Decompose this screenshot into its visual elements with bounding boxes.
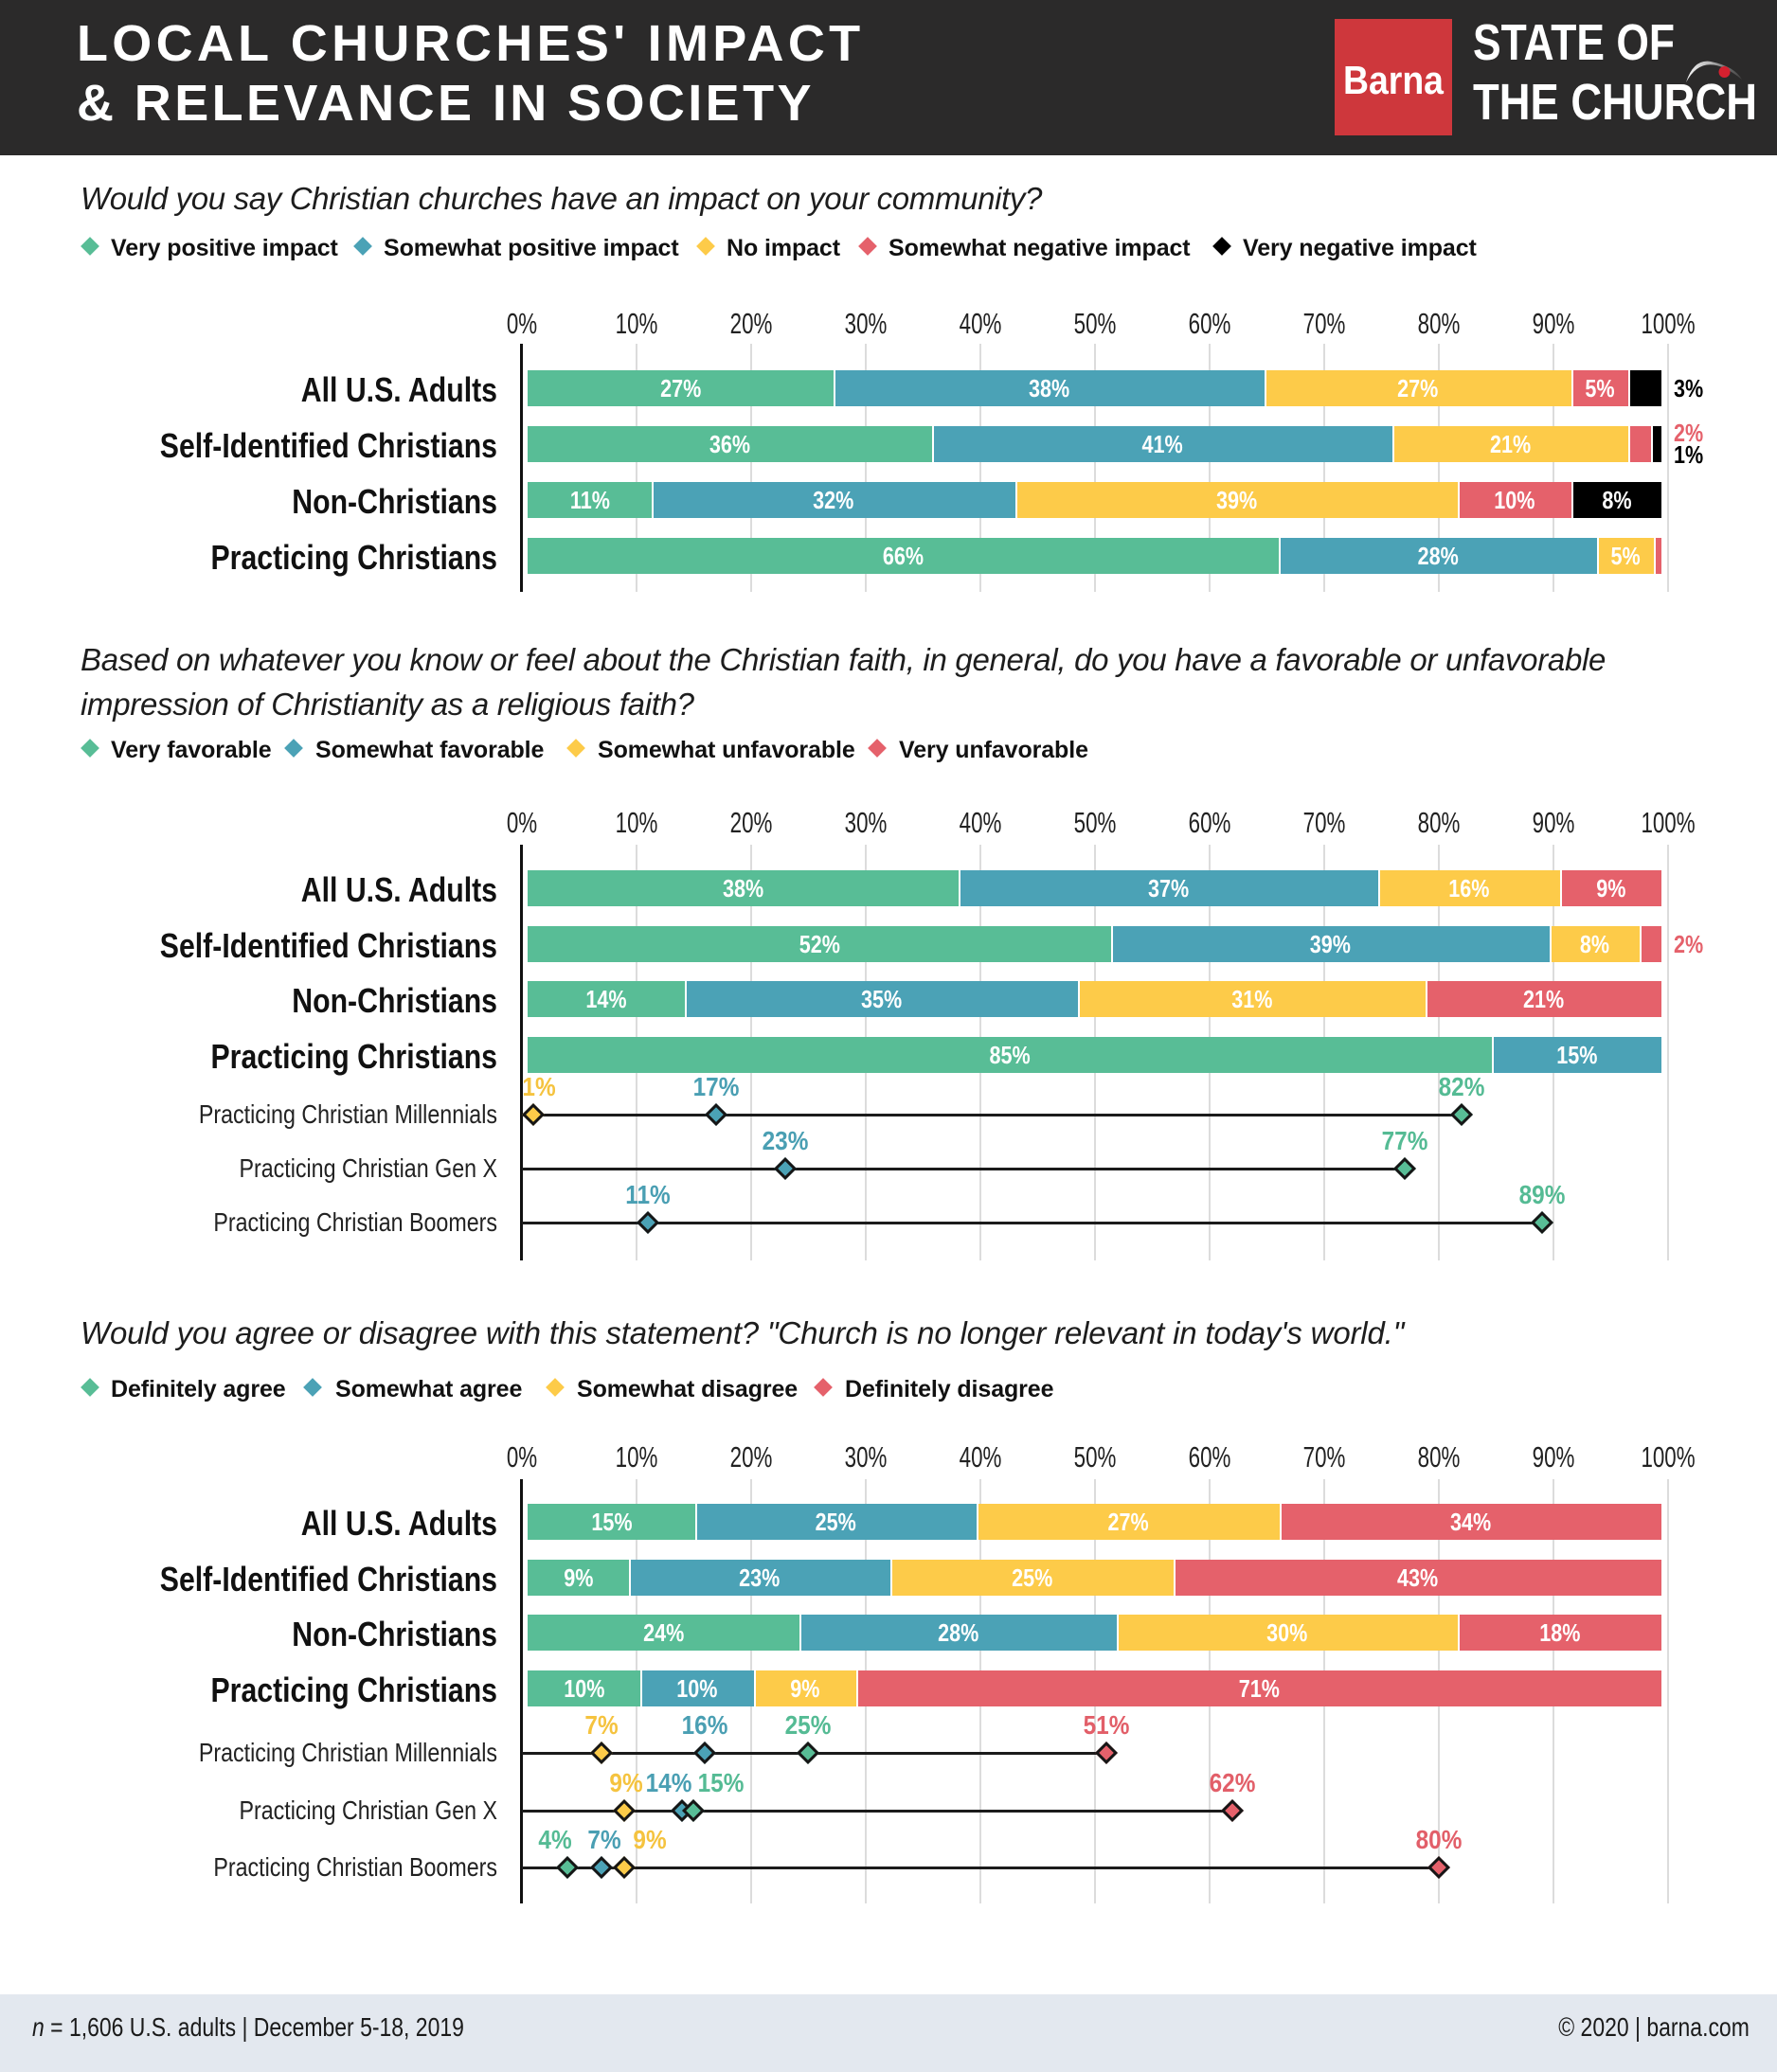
svg-text:THE CHURCH: THE CHURCH <box>1473 74 1757 131</box>
svg-text:STATE OF: STATE OF <box>1473 14 1675 71</box>
